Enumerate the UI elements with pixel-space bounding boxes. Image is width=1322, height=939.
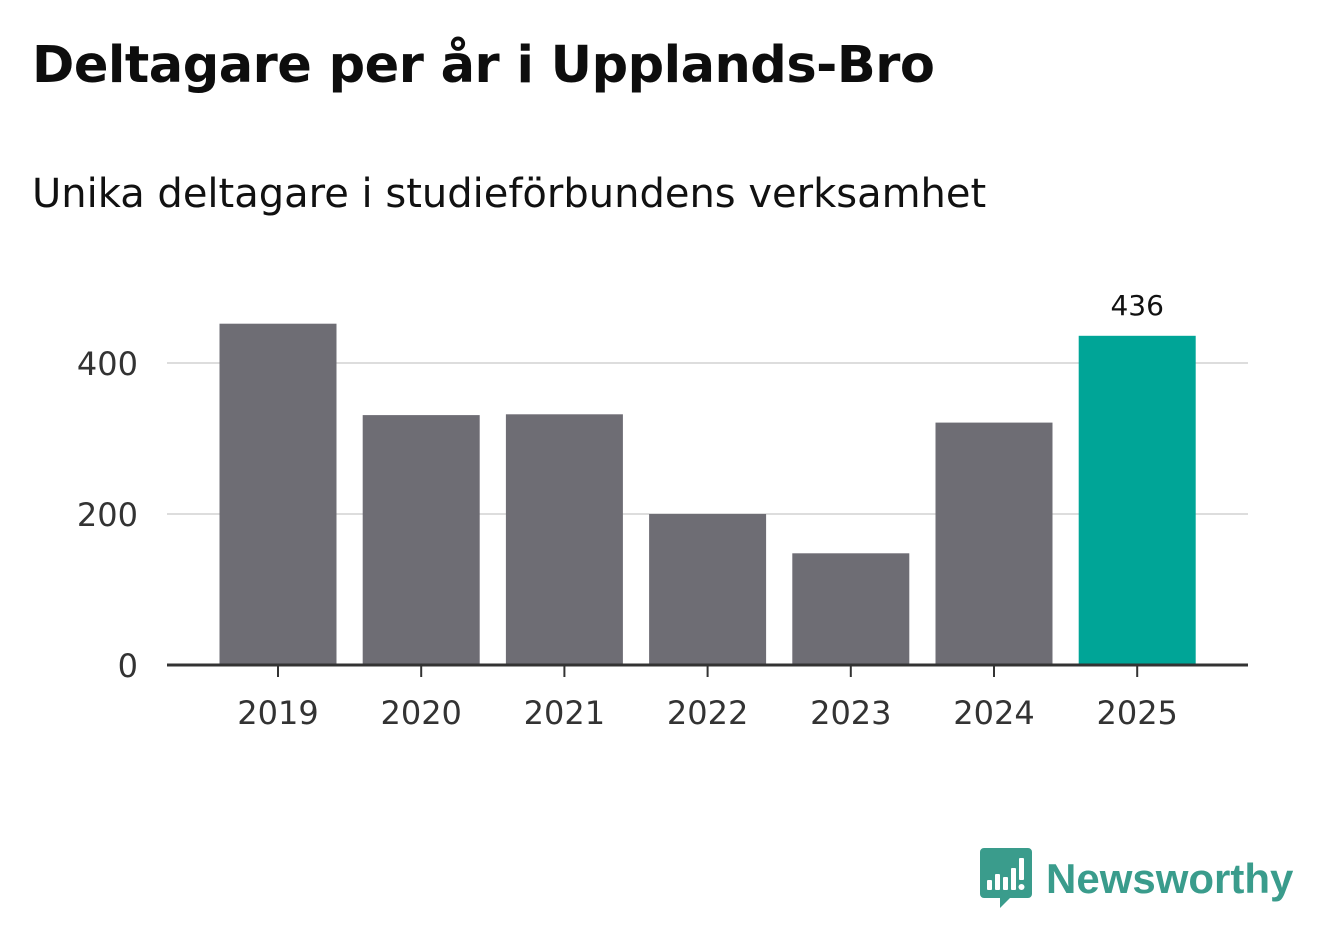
newsworthy-bar-chart-icon — [980, 848, 1032, 908]
x-tick-label: 2021 — [524, 694, 605, 732]
x-tick-label: 2019 — [237, 694, 318, 732]
bar-2023 — [792, 553, 910, 665]
y-tick-labels: 0 200 400 — [77, 345, 138, 685]
data-label-2025: 436 — [1110, 289, 1163, 322]
bar-2020 — [362, 415, 480, 665]
x-tick-label: 2020 — [380, 694, 461, 732]
bars — [219, 323, 1196, 665]
bar-2025 — [1078, 335, 1196, 665]
chart-subtitle: Unika deltagare i studieförbundens verks… — [32, 171, 987, 217]
bar-2019 — [219, 323, 337, 665]
x-tick-label: 2025 — [1096, 694, 1177, 732]
data-labels: 436 — [1110, 289, 1163, 322]
chart-title: Deltagare per år i Upplands-Bro — [32, 36, 935, 95]
bar-2021 — [505, 414, 623, 665]
x-tick-label: 2022 — [667, 694, 748, 732]
logo-wordmark: Newsworthy — [1046, 855, 1294, 902]
newsworthy-logo: Newsworthy — [980, 848, 1293, 910]
x-ticks: 2019 2020 2021 2022 2023 2024 2025 — [237, 665, 1178, 732]
y-tick-label: 0 — [118, 647, 138, 685]
bar-2024 — [935, 422, 1053, 665]
x-tick-label: 2024 — [953, 694, 1034, 732]
y-tick-label: 400 — [77, 345, 138, 383]
y-tick-label: 200 — [77, 496, 138, 534]
x-tick-label: 2023 — [810, 694, 891, 732]
bar-2022 — [649, 514, 767, 665]
